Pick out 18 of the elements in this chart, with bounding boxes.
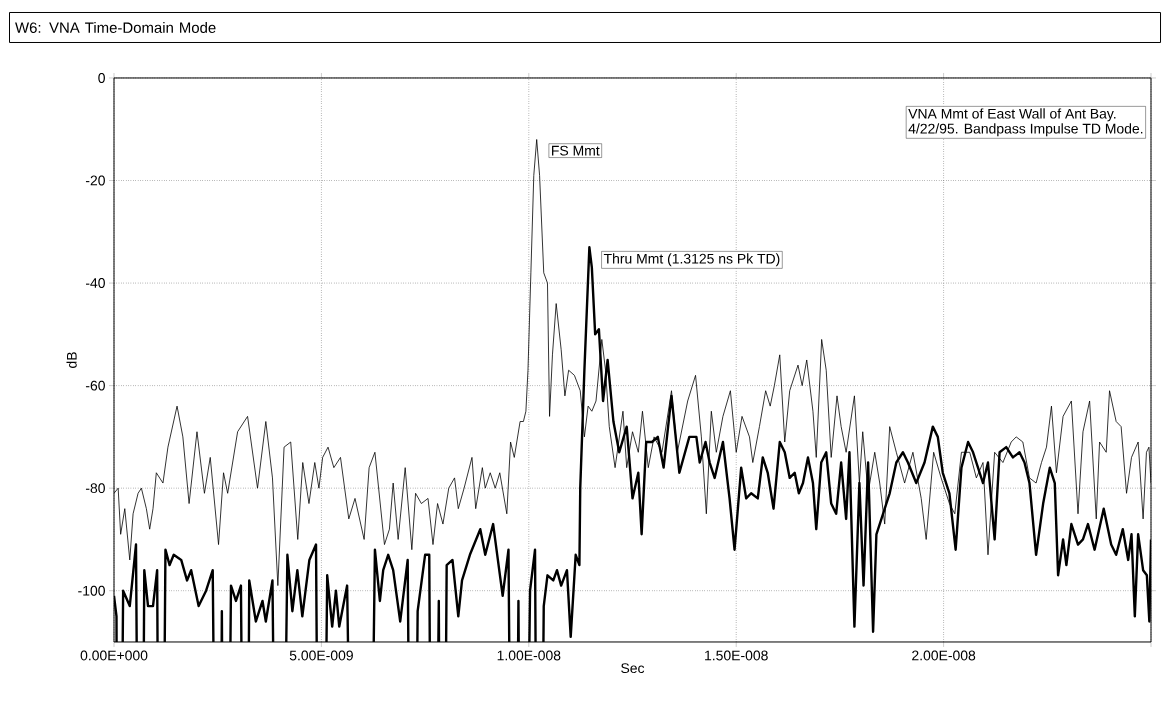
annotation: FS Mmt <box>552 145 600 156</box>
y-tick-label: 0 <box>98 73 105 83</box>
x-tick-label: 5.00E-009 <box>289 650 353 661</box>
annotation: 4/22/95. Bandpass Impulse TD Mode. <box>908 123 1143 137</box>
chart-title: W6: VNA Time-Domain Mode <box>15 22 216 33</box>
y-tick-label: -80 <box>85 483 105 494</box>
x-tick-label: 1.50E-008 <box>705 650 768 661</box>
y-tick-label: -40 <box>85 278 105 289</box>
x-tick-label: 0.00E+000 <box>80 650 148 661</box>
y-tick-label: -20 <box>85 175 105 186</box>
y-tick-label: -60 <box>85 380 105 391</box>
x-axis-title: Sec <box>621 663 645 674</box>
annotation: Thru Mmt (1.3125 ns Pk TD) <box>603 253 780 267</box>
y-axis-title: dB <box>66 352 77 368</box>
x-tick-label: 1.00E-008 <box>497 650 561 661</box>
x-tick-label: 2.00E-008 <box>912 650 976 661</box>
annotation: VNA Mmt of East Wall of Ant Bay. <box>908 108 1116 122</box>
y-tick-label: -100 <box>78 585 105 596</box>
